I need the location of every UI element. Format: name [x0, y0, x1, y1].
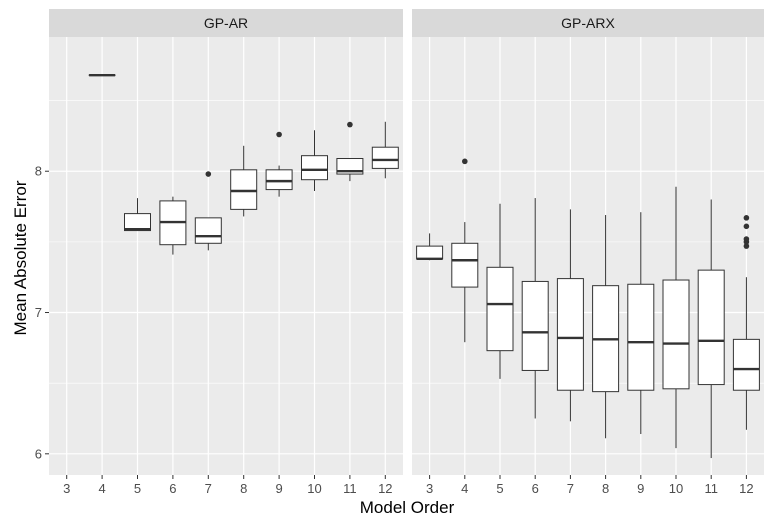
x-tick-label: 10: [669, 481, 683, 496]
x-tick-label: 10: [307, 481, 321, 496]
outlier-point: [276, 131, 282, 138]
box-5: [486, 203, 514, 379]
box-7: [194, 171, 222, 251]
box-body: [486, 266, 514, 352]
box-3: [416, 233, 444, 261]
box-body: [416, 245, 444, 260]
facet-panel-0: GP-AR 3 4 5 6 7 8 9 10 11 12: [49, 9, 403, 496]
x-tick-label: 9: [275, 481, 282, 496]
x-tick-label: 8: [240, 481, 247, 496]
outlier-point: [347, 121, 353, 128]
box-4: [451, 158, 479, 343]
box-6: [159, 196, 187, 255]
y-axis-title: Mean Absolute Error: [11, 180, 30, 335]
box-6: [521, 198, 549, 419]
box-body: [124, 213, 151, 232]
box-body: [627, 283, 655, 391]
box-8: [230, 145, 258, 217]
outlier-point: [743, 236, 750, 242]
box-body: [732, 338, 760, 391]
y-tick-label: 6: [35, 446, 42, 461]
box-12: [371, 121, 399, 179]
box-12: [732, 215, 760, 430]
box-body: [230, 169, 258, 210]
x-tick-label: 11: [704, 481, 718, 496]
x-tick-label: 6: [169, 481, 176, 496]
facet-panels: GP-AR 3 4 5 6 7 8 9 10 11 12 GP-ARX 3 4 5 6 7 8 9 10 11 12: [49, 9, 764, 496]
facet-title: GP-AR: [204, 15, 248, 31]
x-axis-title: Model Order: [360, 498, 455, 517]
box-body: [451, 242, 479, 288]
x-tick-label: 4: [98, 481, 105, 496]
x-tick-label: 6: [532, 481, 539, 496]
x-tick-label: 3: [426, 481, 433, 496]
outlier-point: [743, 215, 750, 221]
box-body: [521, 280, 549, 371]
y-axis: 6 7 8: [35, 164, 49, 461]
facet-panel-1: GP-ARX 3 4 5 6 7 8 9 10 11 12: [412, 9, 764, 496]
box-body: [265, 169, 293, 191]
x-tick-label: 7: [567, 481, 574, 496]
facet-strip: [412, 9, 764, 37]
x-tick-label: 8: [602, 481, 609, 496]
box-body: [194, 217, 222, 244]
x-tick-label: 11: [343, 481, 357, 496]
x-tick-label: 12: [739, 481, 753, 496]
box-9: [627, 212, 655, 435]
box-9: [265, 131, 293, 197]
box-5: [124, 198, 151, 232]
box-body: [301, 155, 328, 181]
outlier-point: [743, 243, 750, 249]
facet-title: GP-ARX: [561, 15, 615, 31]
x-tick-label: 5: [134, 481, 141, 496]
x-tick-label: 9: [637, 481, 644, 496]
box-body: [697, 269, 725, 386]
x-tick-label: 5: [496, 481, 503, 496]
x-tick-label: 12: [378, 481, 392, 496]
outlier-point: [462, 158, 468, 165]
box-body: [556, 278, 584, 391]
outlier-point: [205, 171, 212, 177]
facet-strip: [49, 9, 403, 37]
x-tick-label: 7: [205, 481, 212, 496]
box-10: [301, 130, 328, 192]
box-8: [592, 215, 620, 439]
x-tick-label: 4: [461, 481, 468, 496]
box-body: [662, 279, 690, 390]
outlier-point: [743, 223, 750, 230]
y-tick-label: 8: [35, 164, 42, 179]
y-tick-label: 7: [35, 305, 42, 320]
box-body: [371, 146, 399, 169]
panel-background: [49, 37, 403, 475]
box-11: [697, 199, 725, 459]
box-11: [336, 121, 364, 182]
x-tick-label: 3: [63, 481, 70, 496]
box-10: [662, 186, 690, 449]
box-7: [556, 209, 584, 422]
